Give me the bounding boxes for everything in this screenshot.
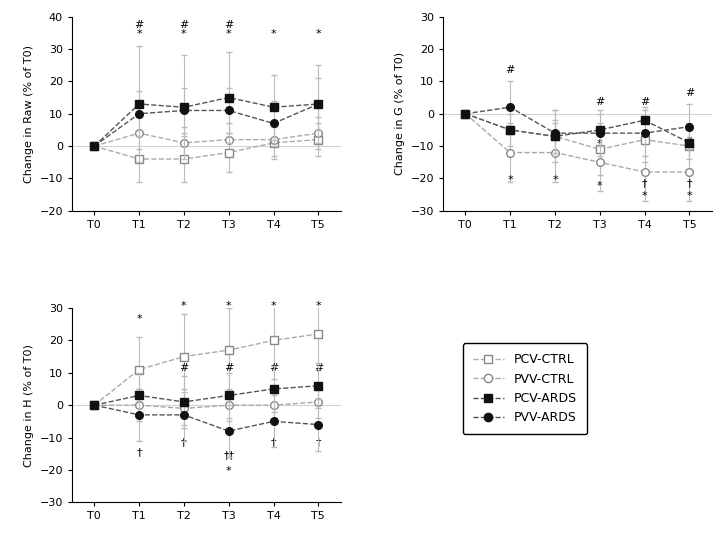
- Text: †: †: [271, 437, 276, 447]
- Text: #: #: [224, 363, 234, 373]
- Text: *: *: [687, 191, 692, 201]
- Text: *: *: [597, 182, 603, 192]
- Text: *: *: [316, 29, 321, 39]
- Y-axis label: Change in Raw (% of T0): Change in Raw (% of T0): [24, 45, 34, 183]
- Text: †: †: [687, 178, 692, 188]
- Text: *: *: [226, 466, 232, 476]
- Text: ††: ††: [223, 450, 234, 460]
- Text: †: †: [316, 437, 321, 447]
- Text: *: *: [508, 175, 513, 185]
- Text: †: †: [181, 437, 187, 447]
- Y-axis label: Change in G (% of T0): Change in G (% of T0): [395, 52, 405, 176]
- Text: *: *: [271, 29, 276, 39]
- Text: *: *: [316, 301, 321, 311]
- Text: #: #: [179, 363, 188, 373]
- Text: #: #: [179, 19, 188, 29]
- Text: *: *: [597, 139, 603, 150]
- Text: #: #: [134, 19, 144, 29]
- Text: *: *: [181, 29, 187, 39]
- Text: *: *: [642, 191, 647, 201]
- Text: *: *: [181, 301, 187, 311]
- Y-axis label: Change in H (% of T0): Change in H (% of T0): [24, 344, 34, 466]
- Text: †: †: [137, 447, 142, 457]
- Text: *: *: [226, 301, 232, 311]
- Text: #: #: [595, 97, 605, 107]
- Text: #: #: [505, 65, 515, 75]
- Text: #: #: [269, 363, 278, 373]
- Text: *: *: [137, 29, 142, 39]
- Text: #: #: [313, 363, 323, 373]
- Text: *: *: [137, 314, 142, 324]
- Text: *: *: [271, 301, 276, 311]
- Text: *: *: [226, 29, 232, 39]
- Text: *: *: [687, 136, 692, 146]
- Text: #: #: [224, 19, 234, 29]
- Legend: PCV-CTRL, PVV-CTRL, PCV-ARDS, PVV-ARDS: PCV-CTRL, PVV-CTRL, PCV-ARDS, PVV-ARDS: [462, 343, 587, 434]
- Text: *: *: [552, 175, 558, 185]
- Text: #: #: [684, 88, 694, 98]
- Text: #: #: [640, 97, 649, 107]
- Text: †: †: [642, 178, 647, 188]
